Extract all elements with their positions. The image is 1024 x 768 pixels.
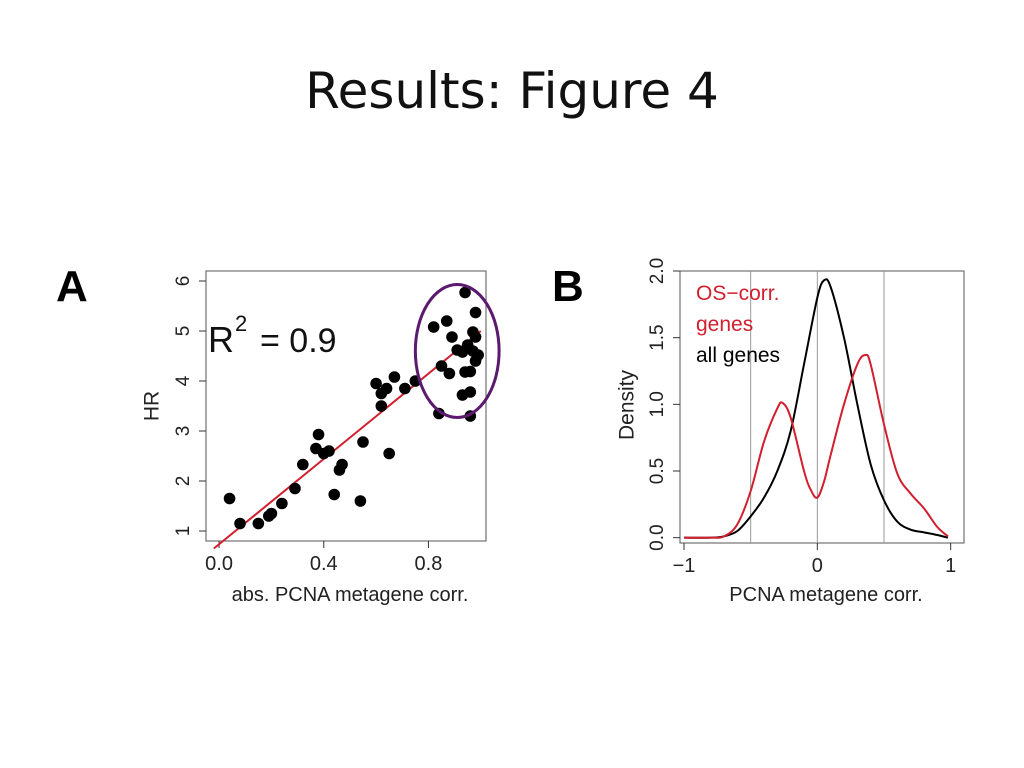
scatter-y-tick-label: 1 [173, 526, 194, 537]
slide-title: Results: Figure 4 [305, 62, 719, 120]
r-squared-value: = 0.9 [260, 322, 337, 360]
density-curve-os-corr-genes [683, 353, 949, 539]
density-y-tick-label: 1.0 [647, 391, 668, 417]
scatter-point [433, 407, 445, 420]
density-y-tick-label: 0.5 [647, 458, 668, 484]
density-x-tick-label: 1 [945, 555, 956, 577]
scatter-point [459, 286, 471, 299]
panel-b-label: B [552, 262, 584, 311]
density-x-tick-label: −1 [673, 555, 696, 577]
r-squared-base: R [208, 319, 234, 360]
density-curve-all-genes [683, 278, 949, 539]
scatter-point [234, 517, 246, 530]
scatter-point [380, 382, 393, 395]
scatter-x-axis-label: abs. PCNA metagene corr. [232, 584, 469, 606]
scatter-point [375, 400, 388, 412]
scatter-point [297, 458, 309, 471]
scatter-point [446, 331, 458, 343]
scatter-point [469, 306, 482, 319]
scatter-x-tick-label: 0.0 [205, 553, 233, 575]
scatter-point [440, 315, 453, 327]
scatter-point [435, 360, 448, 372]
legend-all-genes: all genes [696, 344, 780, 367]
scatter-point [289, 482, 301, 495]
panel-a-label: A [56, 262, 88, 311]
scatter-point [252, 517, 265, 530]
scatter-point [464, 365, 477, 378]
scatter-y-tick-label: 6 [173, 276, 194, 287]
scatter-y-tick-label: 3 [173, 426, 194, 437]
r-squared-exponent: 2 [235, 311, 247, 336]
scatter-y-tick-label: 5 [173, 326, 194, 337]
scatter-point [467, 345, 479, 357]
scatter-point [443, 367, 456, 380]
scatter-point [399, 382, 411, 395]
density-y-tick-label: 2.0 [647, 258, 668, 284]
scatter-point [223, 492, 236, 505]
scatter-point [312, 428, 325, 441]
highlight-ellipse [413, 283, 501, 419]
density-y-tick-label: 0.0 [647, 524, 668, 550]
scatter-y-tick-label: 2 [173, 476, 194, 487]
scatter-point [383, 447, 395, 460]
legend-os-corr-line1: OS−corr. [696, 282, 779, 305]
scatter-point [323, 445, 335, 457]
scatter-x-tick-label: 0.8 [415, 553, 443, 575]
scatter-point [354, 495, 367, 507]
scatter-y-tick-label: 4 [173, 375, 194, 386]
scatter-y-axis-label: HR [141, 391, 164, 421]
density-x-axis-label: PCNA metagene corr. [729, 584, 922, 606]
scatter-point [370, 377, 382, 390]
density-plot-frame [679, 270, 965, 544]
scatter-point [336, 458, 348, 471]
scatter-point [469, 331, 482, 343]
scatter-point [328, 488, 341, 501]
scatter-point [265, 507, 278, 520]
density-x-tick-label: 0 [812, 555, 823, 577]
scatter-point [357, 436, 369, 448]
scatter-point [464, 386, 477, 398]
scatter-point [388, 371, 401, 383]
scatter-plot-frame [205, 270, 487, 542]
density-y-axis-label: Density [616, 369, 639, 440]
scatter-point [276, 497, 288, 510]
legend-os-corr-line2: genes [696, 313, 753, 336]
density-y-tick-label: 1.5 [647, 324, 668, 350]
scatter-x-tick-label: 0.4 [310, 553, 338, 575]
scatter-point [427, 321, 440, 333]
